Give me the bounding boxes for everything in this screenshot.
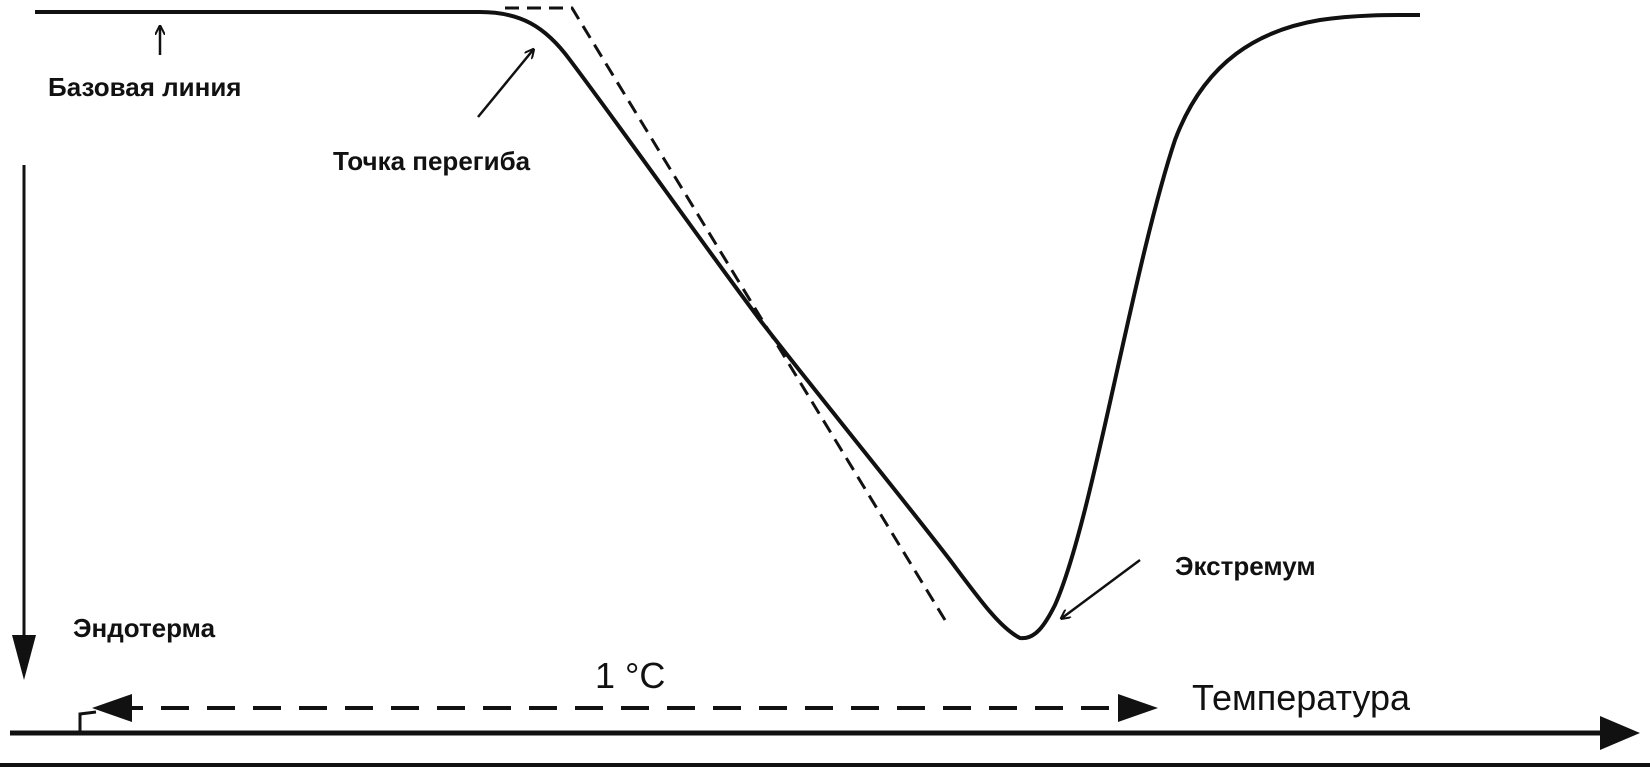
- temperature-axis-label: Температура: [1192, 677, 1411, 718]
- endotherm-arrowhead: [12, 635, 36, 680]
- endotherm-label: Эндотерма: [73, 613, 216, 643]
- delta-t-label: 1 °C: [595, 655, 665, 696]
- dsc-curve: [35, 10, 1421, 641]
- tangent-line: [505, 6, 947, 621]
- temperature-axis-arrowhead: [1600, 716, 1640, 750]
- delta-t-left-arrowhead: [92, 694, 132, 722]
- inflection-label: Точка перегиба: [333, 146, 531, 176]
- delta-t-start-tick: [78, 710, 97, 733]
- inflection-pointer-arrow: [477, 50, 533, 118]
- extremum-label: Экстремум: [1175, 551, 1316, 581]
- baseline-label: Базовая линия: [48, 72, 241, 102]
- delta-t-right-arrowhead: [1118, 694, 1158, 722]
- extremum-pointer-arrow: [1062, 558, 1141, 618]
